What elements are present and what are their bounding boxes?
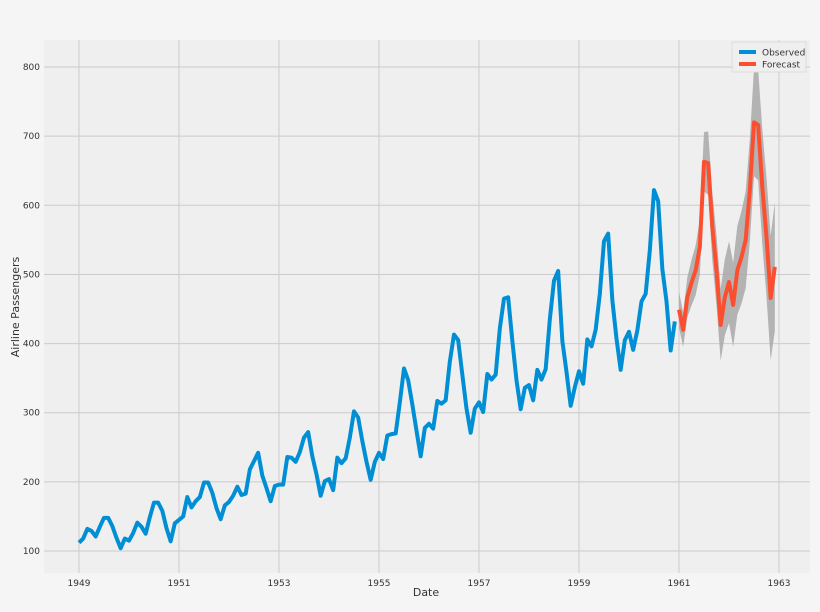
grid	[44, 40, 810, 573]
x-tick-label: 1961	[668, 579, 691, 589]
x-axis-label: Date	[413, 586, 440, 599]
legend-label-observed: Observed	[762, 49, 805, 59]
y-tick-label: 400	[23, 340, 40, 350]
x-tick-label: 1953	[268, 579, 291, 589]
x-tick-label: 1959	[568, 579, 591, 589]
x-tick-label: 1951	[168, 579, 191, 589]
y-axis-label: Airline Passengers	[9, 256, 22, 357]
x-tick-label: 1949	[68, 579, 91, 589]
series-marks	[77, 68, 777, 551]
y-tick-label: 100	[23, 547, 40, 557]
y-tick-label: 200	[23, 478, 40, 488]
y-tick-label: 300	[23, 409, 40, 419]
x-tick-label: 1955	[368, 579, 391, 589]
x-tick-label: 1957	[468, 579, 491, 589]
y-tick-label: 500	[23, 270, 40, 280]
legend: Observed Forecast	[731, 41, 807, 73]
tick-labels: 1949 1951 1953 1955 1957 1959 1961 1963 100 200 30…	[23, 63, 791, 589]
observed-line	[77, 188, 677, 551]
x-tick-label: 1963	[768, 579, 791, 589]
y-tick-label: 800	[23, 63, 40, 73]
plot-area	[44, 40, 810, 573]
y-tick-label: 700	[23, 132, 40, 142]
y-tick-label: 600	[23, 201, 40, 211]
legend-label-forecast: Forecast	[762, 61, 801, 71]
forecast-line	[677, 120, 777, 332]
